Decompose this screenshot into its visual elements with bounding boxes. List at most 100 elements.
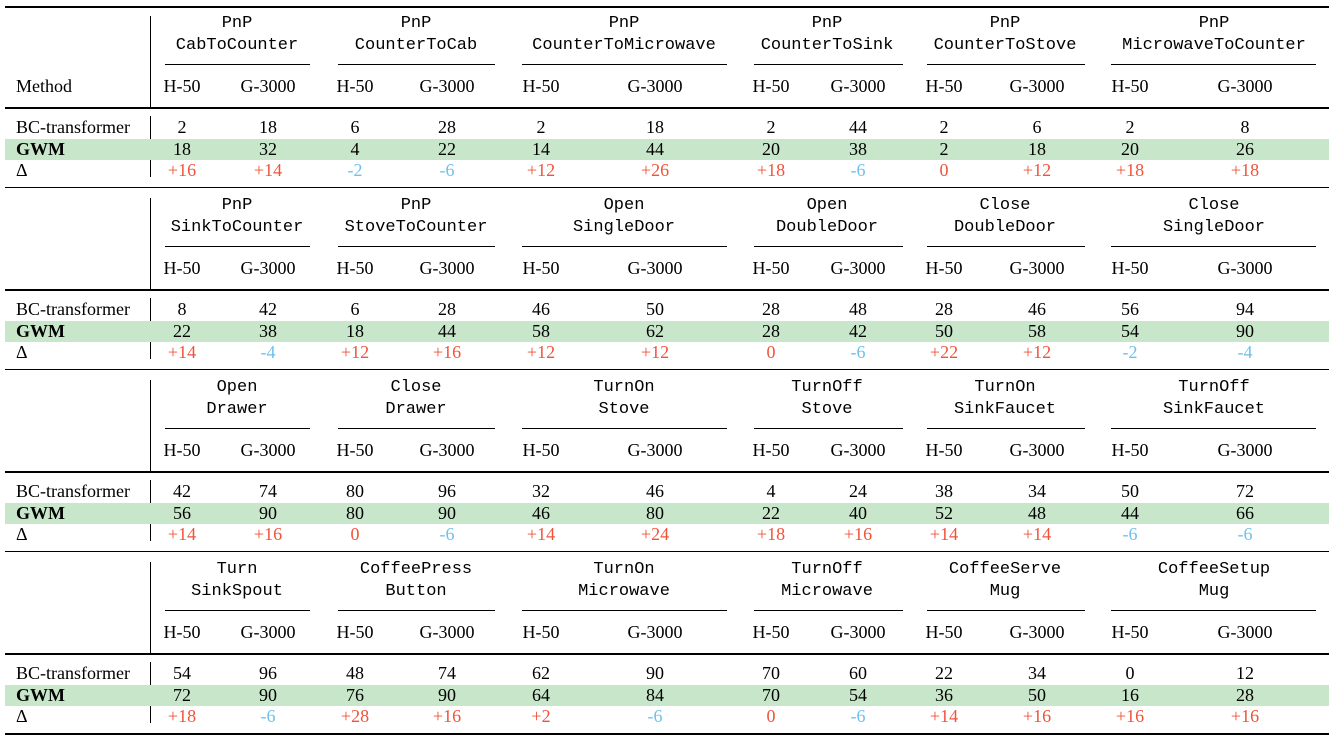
delta-row-cell: -6 xyxy=(850,160,866,180)
delta-row-cell: +12 xyxy=(526,342,556,362)
gwm-row-cell: 44 xyxy=(438,321,456,341)
task-name-line1: TurnOff xyxy=(1178,378,1250,397)
delta-row-cell: -2 xyxy=(347,160,363,180)
delta-row-cell: +14 xyxy=(929,706,959,726)
task-name-line1: CoffeeSetup xyxy=(1157,560,1271,579)
header-rule xyxy=(5,289,1329,291)
bc-transformer-row-cell: 74 xyxy=(438,663,456,683)
task-name-line1: TurnOff xyxy=(791,560,863,579)
gwm-row-cell: 90 xyxy=(259,503,277,523)
gwm-row-cell: 46 xyxy=(532,503,550,523)
delta-row-cell: +12 xyxy=(1022,160,1052,180)
gwm-row-cell: 2 xyxy=(939,139,949,159)
gwm-row-cell: 28 xyxy=(1236,685,1254,705)
delta-row-cell: +16 xyxy=(432,706,462,726)
task-name-line2: Stove xyxy=(801,400,853,419)
gwm-row-cell: 20 xyxy=(1121,139,1139,159)
task-name-line2: Drawer xyxy=(385,400,447,419)
task-underline xyxy=(165,610,310,611)
task-name-line1: PnP xyxy=(1198,14,1230,33)
bc-transformer-row-cell: 46 xyxy=(646,481,664,501)
task-underline xyxy=(165,246,310,247)
delta-row-cell: +12 xyxy=(640,342,670,362)
gwm-row-cell: 18 xyxy=(346,321,364,341)
delta-row-cell: +16 xyxy=(432,342,462,362)
gwm-row-cell: 44 xyxy=(646,139,664,159)
task-name-line2: Mug xyxy=(1198,582,1230,601)
task-underline xyxy=(338,64,495,65)
bc-transformer-row-cell: 74 xyxy=(259,481,277,501)
delta-row-cell: -4 xyxy=(260,342,276,362)
gwm-row-cell: 22 xyxy=(173,321,191,341)
delta-row-cell: +16 xyxy=(843,524,873,544)
bc-transformer-row-cell: 28 xyxy=(762,299,780,319)
bc-transformer-row-cell: 48 xyxy=(346,663,364,683)
bc-transformer-row-cell: 94 xyxy=(1236,299,1254,319)
bc-transformer-row-cell: 70 xyxy=(762,663,780,683)
bc-transformer-row-cell: 2 xyxy=(766,117,776,137)
bc-transformer-row-cell: 54 xyxy=(173,663,191,683)
task-name-line1: TurnOn xyxy=(593,378,655,397)
gwm-row-cell: 42 xyxy=(849,321,867,341)
bc-transformer-row-cell: 22 xyxy=(935,663,953,683)
bc-transformer-row-cell: 6 xyxy=(350,299,360,319)
task-name-line2: SingleDoor xyxy=(572,218,676,237)
gwm-row-cell: 44 xyxy=(1121,503,1139,523)
gwm-row-cell: 50 xyxy=(935,321,953,341)
bottom-rule xyxy=(5,733,1329,735)
sub-header-g3000: G-3000 xyxy=(627,440,683,460)
sub-header-g3000: G-3000 xyxy=(1217,440,1273,460)
delta-row-cell: +14 xyxy=(1022,524,1052,544)
task-underline xyxy=(754,64,903,65)
sub-header-g3000: G-3000 xyxy=(1217,76,1273,96)
gwm-row-cell: 54 xyxy=(1121,321,1139,341)
bc-transformer-row-cell: 2 xyxy=(177,117,187,137)
gwm-row-cell: 52 xyxy=(935,503,953,523)
delta-row-cell: +16 xyxy=(167,160,197,180)
gwm-row-cell: 22 xyxy=(762,503,780,523)
delta-row-cell: 0 xyxy=(939,160,949,180)
task-name-line2: CabToCounter xyxy=(175,36,299,55)
task-underline xyxy=(338,610,495,611)
delta-row-cell: +14 xyxy=(253,160,283,180)
task-name-line2: DoubleDoor xyxy=(953,218,1057,237)
bc-transformer-row-cell: 24 xyxy=(849,481,867,501)
task-name-line2: SinkFaucet xyxy=(953,400,1057,419)
gwm-row-cell: 50 xyxy=(1028,685,1046,705)
task-name-line1: Close xyxy=(979,196,1031,215)
sub-header-g3000: G-3000 xyxy=(240,622,296,642)
delta-row-cell: +14 xyxy=(167,524,197,544)
task-underline xyxy=(522,428,727,429)
gwm-row-cell: 80 xyxy=(646,503,664,523)
delta-row-cell: +16 xyxy=(253,524,283,544)
bc-transformer-row-cell: 48 xyxy=(849,299,867,319)
delta-row-cell: -6 xyxy=(439,524,455,544)
sub-header-h50: H-50 xyxy=(925,258,963,278)
bc-transformer-row-cell: 90 xyxy=(646,663,664,683)
gwm-row-cell: 32 xyxy=(259,139,277,159)
bc-transformer-row-cell: 2 xyxy=(536,117,546,137)
bc-transformer-row-cell: 18 xyxy=(259,117,277,137)
gwm-row-cell: 20 xyxy=(762,139,780,159)
task-name-line2: SingleDoor xyxy=(1162,218,1266,237)
bc-transformer-row-cell: 56 xyxy=(1121,299,1139,319)
delta-row-cell: +12 xyxy=(340,342,370,362)
bc-transformer-row-cell: 80 xyxy=(346,481,364,501)
bc-transformer-row-cell: 50 xyxy=(1121,481,1139,501)
sub-header-g3000: G-3000 xyxy=(1009,440,1065,460)
delta-row-cell: -6 xyxy=(647,706,663,726)
task-name-line1: PnP xyxy=(400,14,432,33)
task-name-line2: DoubleDoor xyxy=(775,218,879,237)
delta-row-cell: 0 xyxy=(350,524,360,544)
delta-row-cell: 0 xyxy=(766,342,776,362)
task-underline xyxy=(927,610,1085,611)
gwm-row-cell: 36 xyxy=(935,685,953,705)
task-name-line1: Close xyxy=(1188,196,1240,215)
sub-header-g3000: G-3000 xyxy=(627,622,683,642)
sub-header-h50: H-50 xyxy=(752,622,790,642)
task-name-line1: Open xyxy=(806,196,848,215)
task-name-line1: PnP xyxy=(221,196,253,215)
bc-transformer-row-cell: 8 xyxy=(177,299,187,319)
delta-row-cell: -6 xyxy=(1122,524,1138,544)
gwm-row-cell: 90 xyxy=(438,685,456,705)
